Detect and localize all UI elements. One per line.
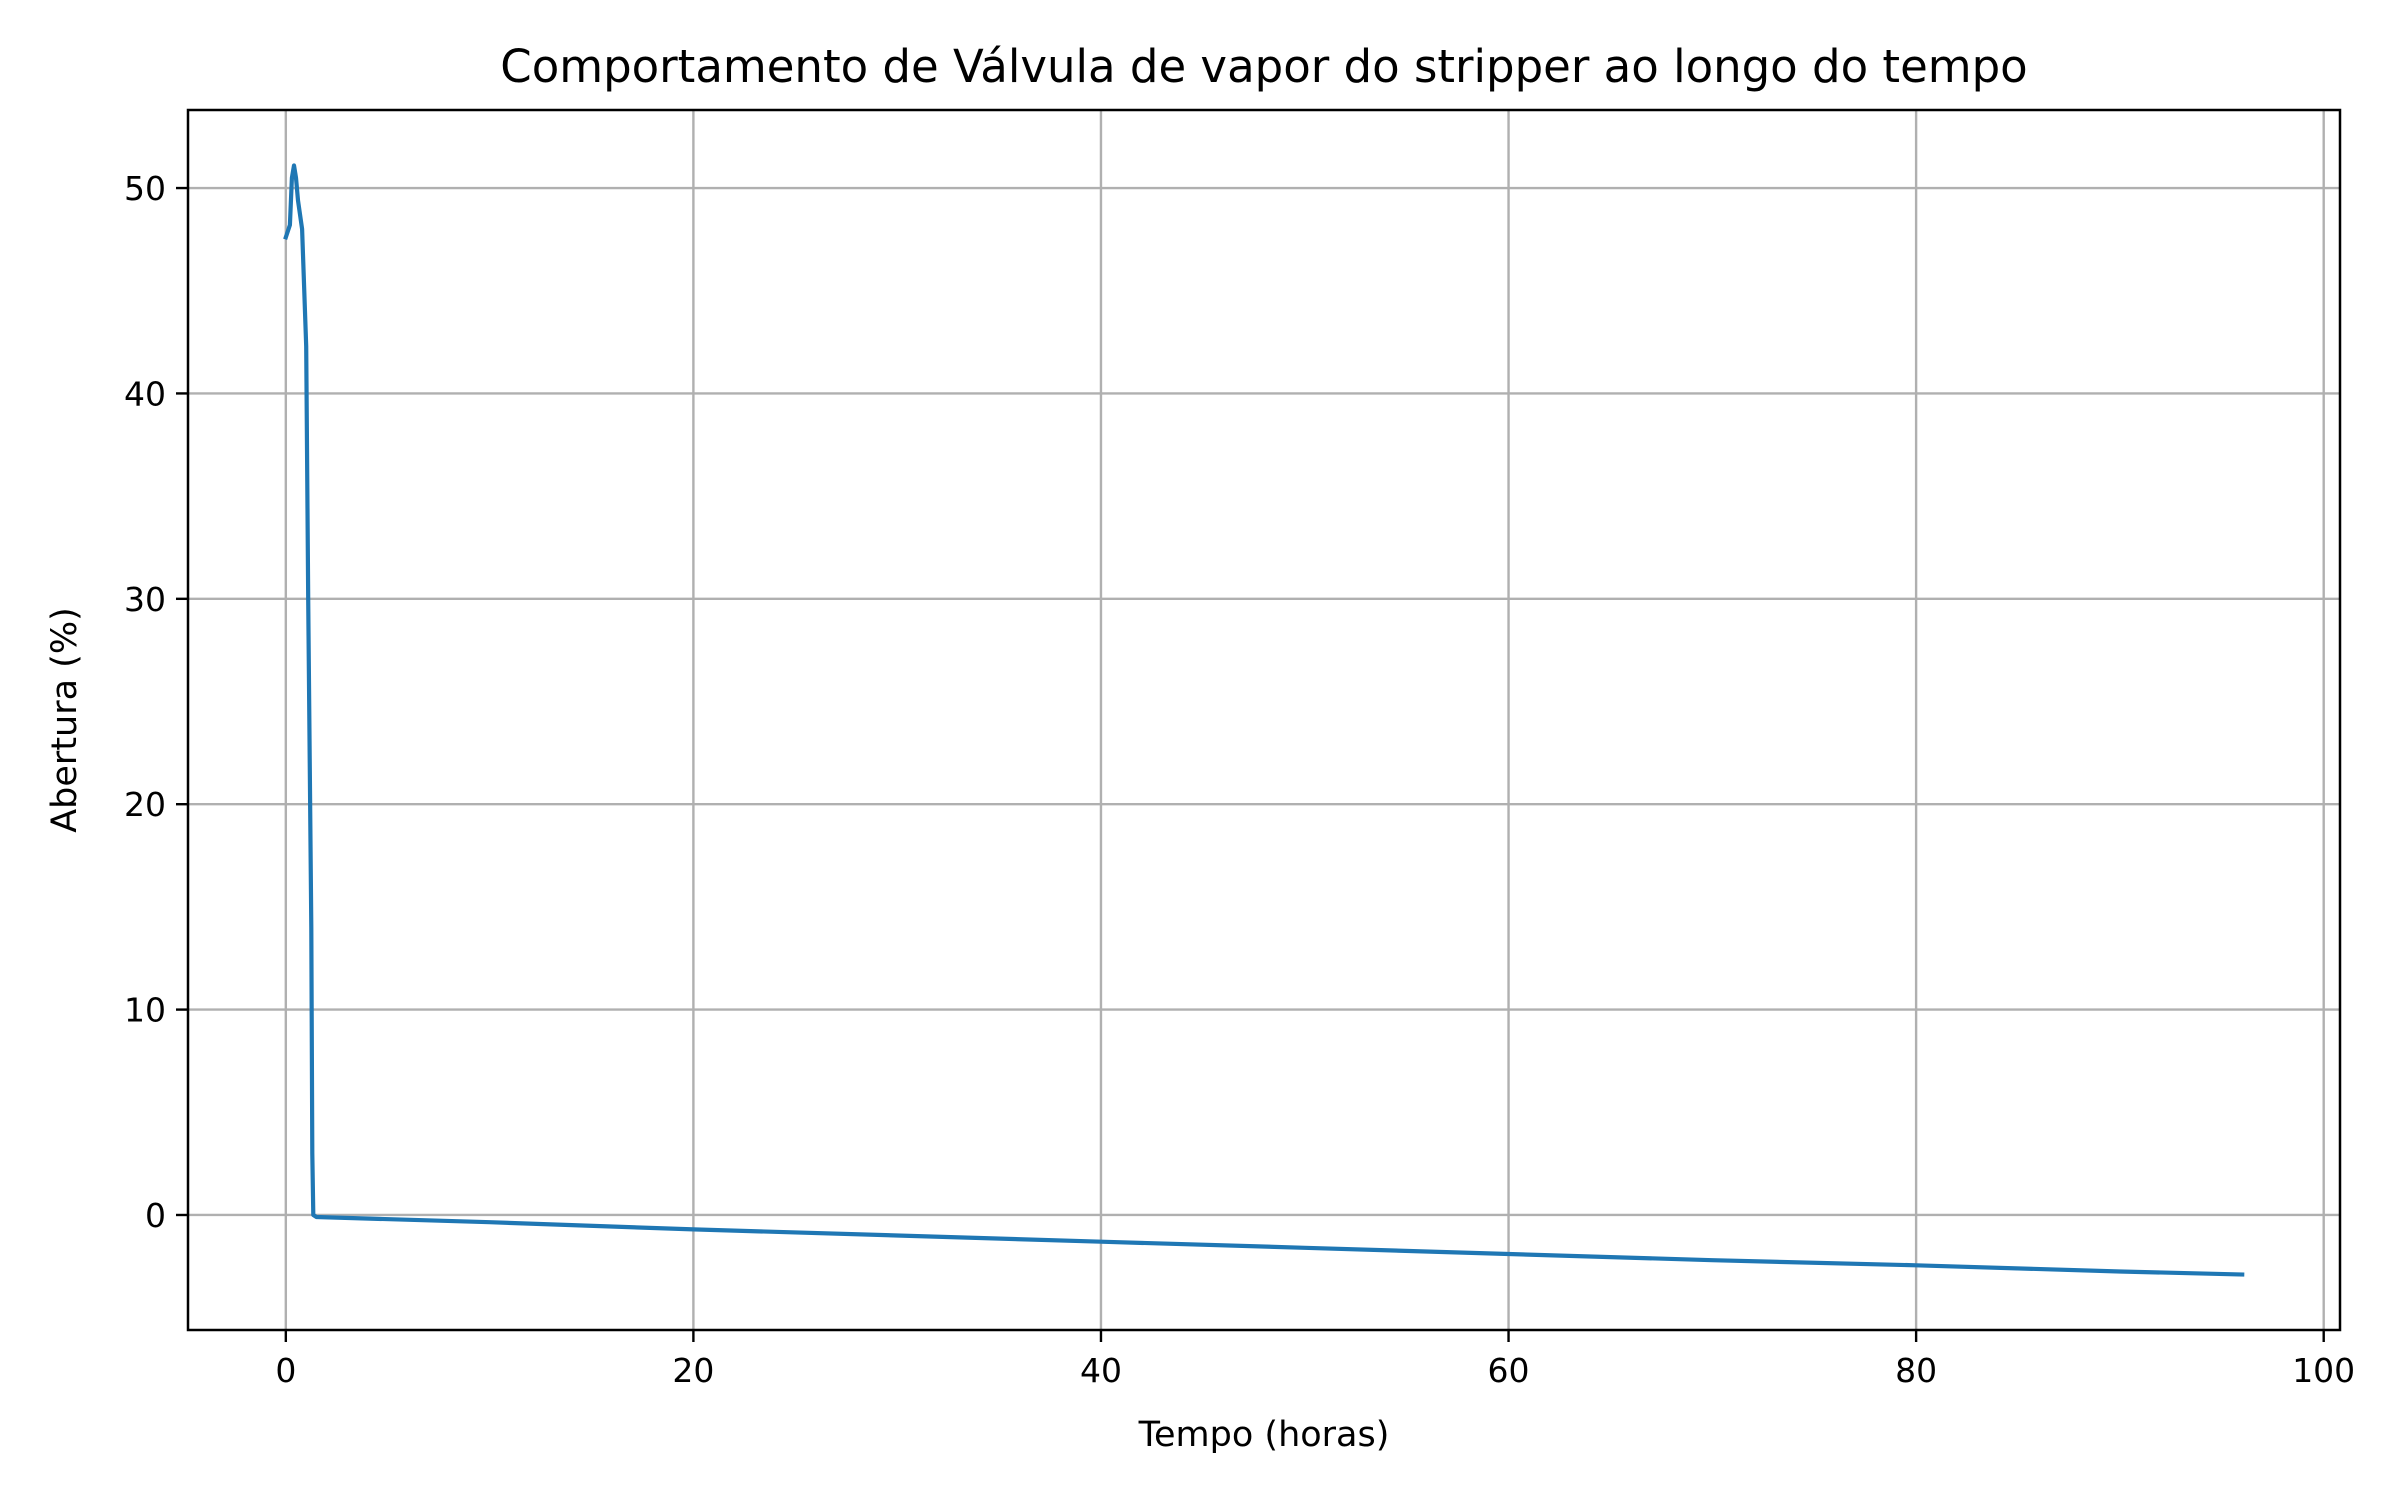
y-tick-label: 30	[124, 580, 166, 619]
y-tick-label: 0	[145, 1196, 166, 1235]
x-tick-label: 80	[1895, 1351, 1937, 1390]
series-layer	[283, 163, 2245, 1277]
x-tick-label: 40	[1080, 1351, 1122, 1390]
y-tick-label: 10	[124, 991, 166, 1030]
gridlines	[188, 110, 2340, 1330]
ticks: 0 20 40 60 80 100 0 10 20 30 40 50	[124, 169, 2355, 1390]
y-tick-label: 40	[124, 374, 166, 413]
y-axis-label: Abertura (%)	[45, 607, 85, 833]
x-tick-label: 0	[275, 1351, 296, 1390]
x-axis-label: Tempo (horas)	[1138, 1415, 1390, 1455]
series-line	[283, 163, 2245, 1277]
x-tick-label: 60	[1488, 1351, 1530, 1390]
chart-title: Comportamento de Válvula de vapor do str…	[500, 40, 2027, 93]
y-tick-label: 50	[124, 169, 166, 208]
x-tick-label: 20	[672, 1351, 714, 1390]
x-tick-label: 100	[2292, 1351, 2355, 1390]
plot-frame	[186, 108, 2342, 1332]
y-tick-label: 20	[124, 785, 166, 824]
